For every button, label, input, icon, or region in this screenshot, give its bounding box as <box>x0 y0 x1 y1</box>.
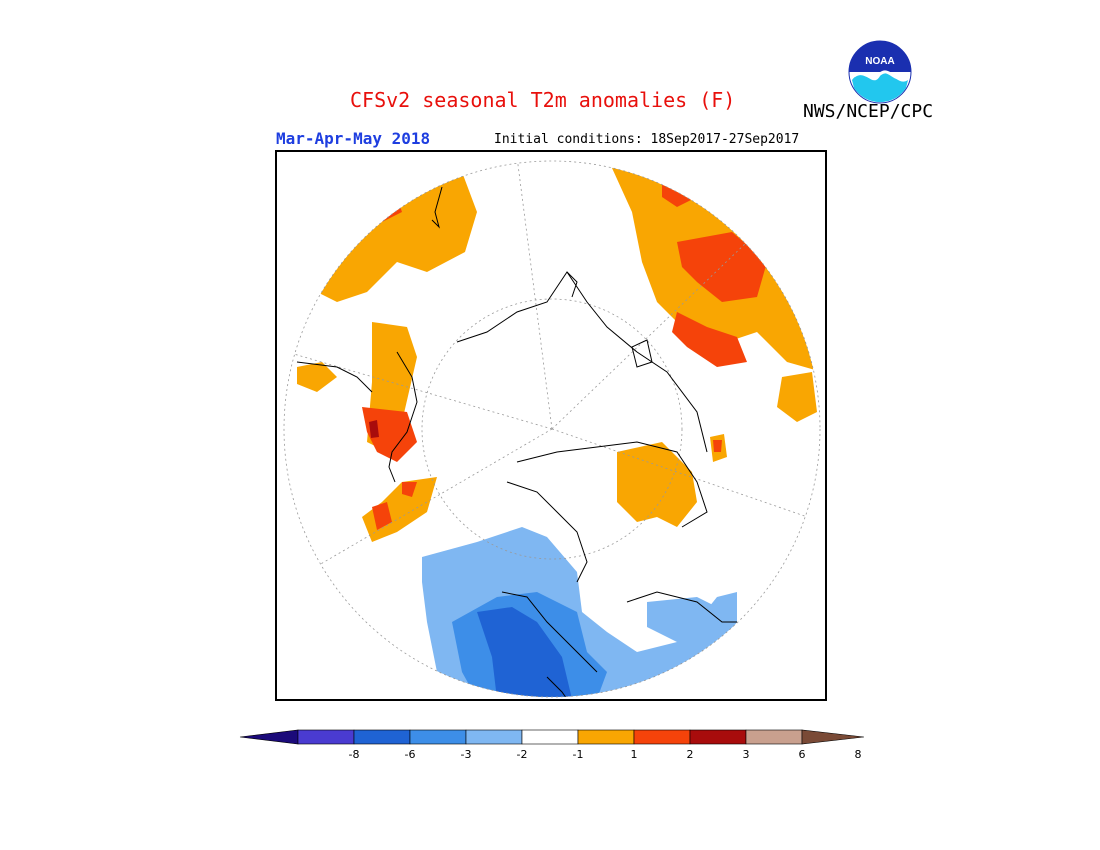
colorbar-arrow-low <box>239 729 299 745</box>
map-title: CFSv2 seasonal T2m anomalies (F) <box>350 88 736 112</box>
colorbar-swatch <box>633 729 691 745</box>
initial-conditions-label: Initial conditions: 18Sep2017-27Sep2017 <box>494 132 800 147</box>
colorbar-swatch <box>689 729 747 745</box>
colorbar-tick-label: 8 <box>855 748 862 761</box>
colorbar-swatch <box>409 729 467 745</box>
colorbar-swatch <box>297 729 355 745</box>
colorbar-swatch <box>353 729 411 745</box>
colorbar-tick-label: 3 <box>743 748 750 761</box>
colorbar: -8 -6 -3 -2 -1 1 2 3 6 8 <box>239 729 864 761</box>
colorbar-tick-label: 6 <box>799 748 806 761</box>
warm-anomaly-regions <box>297 161 820 542</box>
colorbar-tick-label: -8 <box>349 748 360 761</box>
colorbar-tick-label: -1 <box>573 748 584 761</box>
strong-cool-anomaly-regions <box>477 607 572 697</box>
colorbar-swatch <box>465 729 523 745</box>
colorbar-tick-label: -6 <box>405 748 416 761</box>
colorbar-swatch <box>745 729 803 745</box>
season-label: Mar-Apr-May 2018 <box>276 129 431 148</box>
very-warm-anomaly-regions <box>369 420 379 438</box>
colorbar-tick-label: -2 <box>517 748 528 761</box>
map-graticule <box>286 161 820 573</box>
colorbar-tick-label: 2 <box>687 748 694 761</box>
coastlines <box>296 186 737 697</box>
noaa-logo: NOAA <box>848 40 912 104</box>
noaa-logo-text: NOAA <box>865 56 894 67</box>
colorbar-tick-label: -3 <box>461 748 472 761</box>
colorbar-swatch <box>577 729 635 745</box>
polar-map <box>283 160 821 698</box>
colorbar-swatch <box>521 729 579 745</box>
colorbar-tick-label: 1 <box>631 748 638 761</box>
map-panel <box>275 150 827 701</box>
colorbar-arrow-high <box>801 729 864 745</box>
organization-label: NWS/NCEP/CPC <box>803 101 934 122</box>
